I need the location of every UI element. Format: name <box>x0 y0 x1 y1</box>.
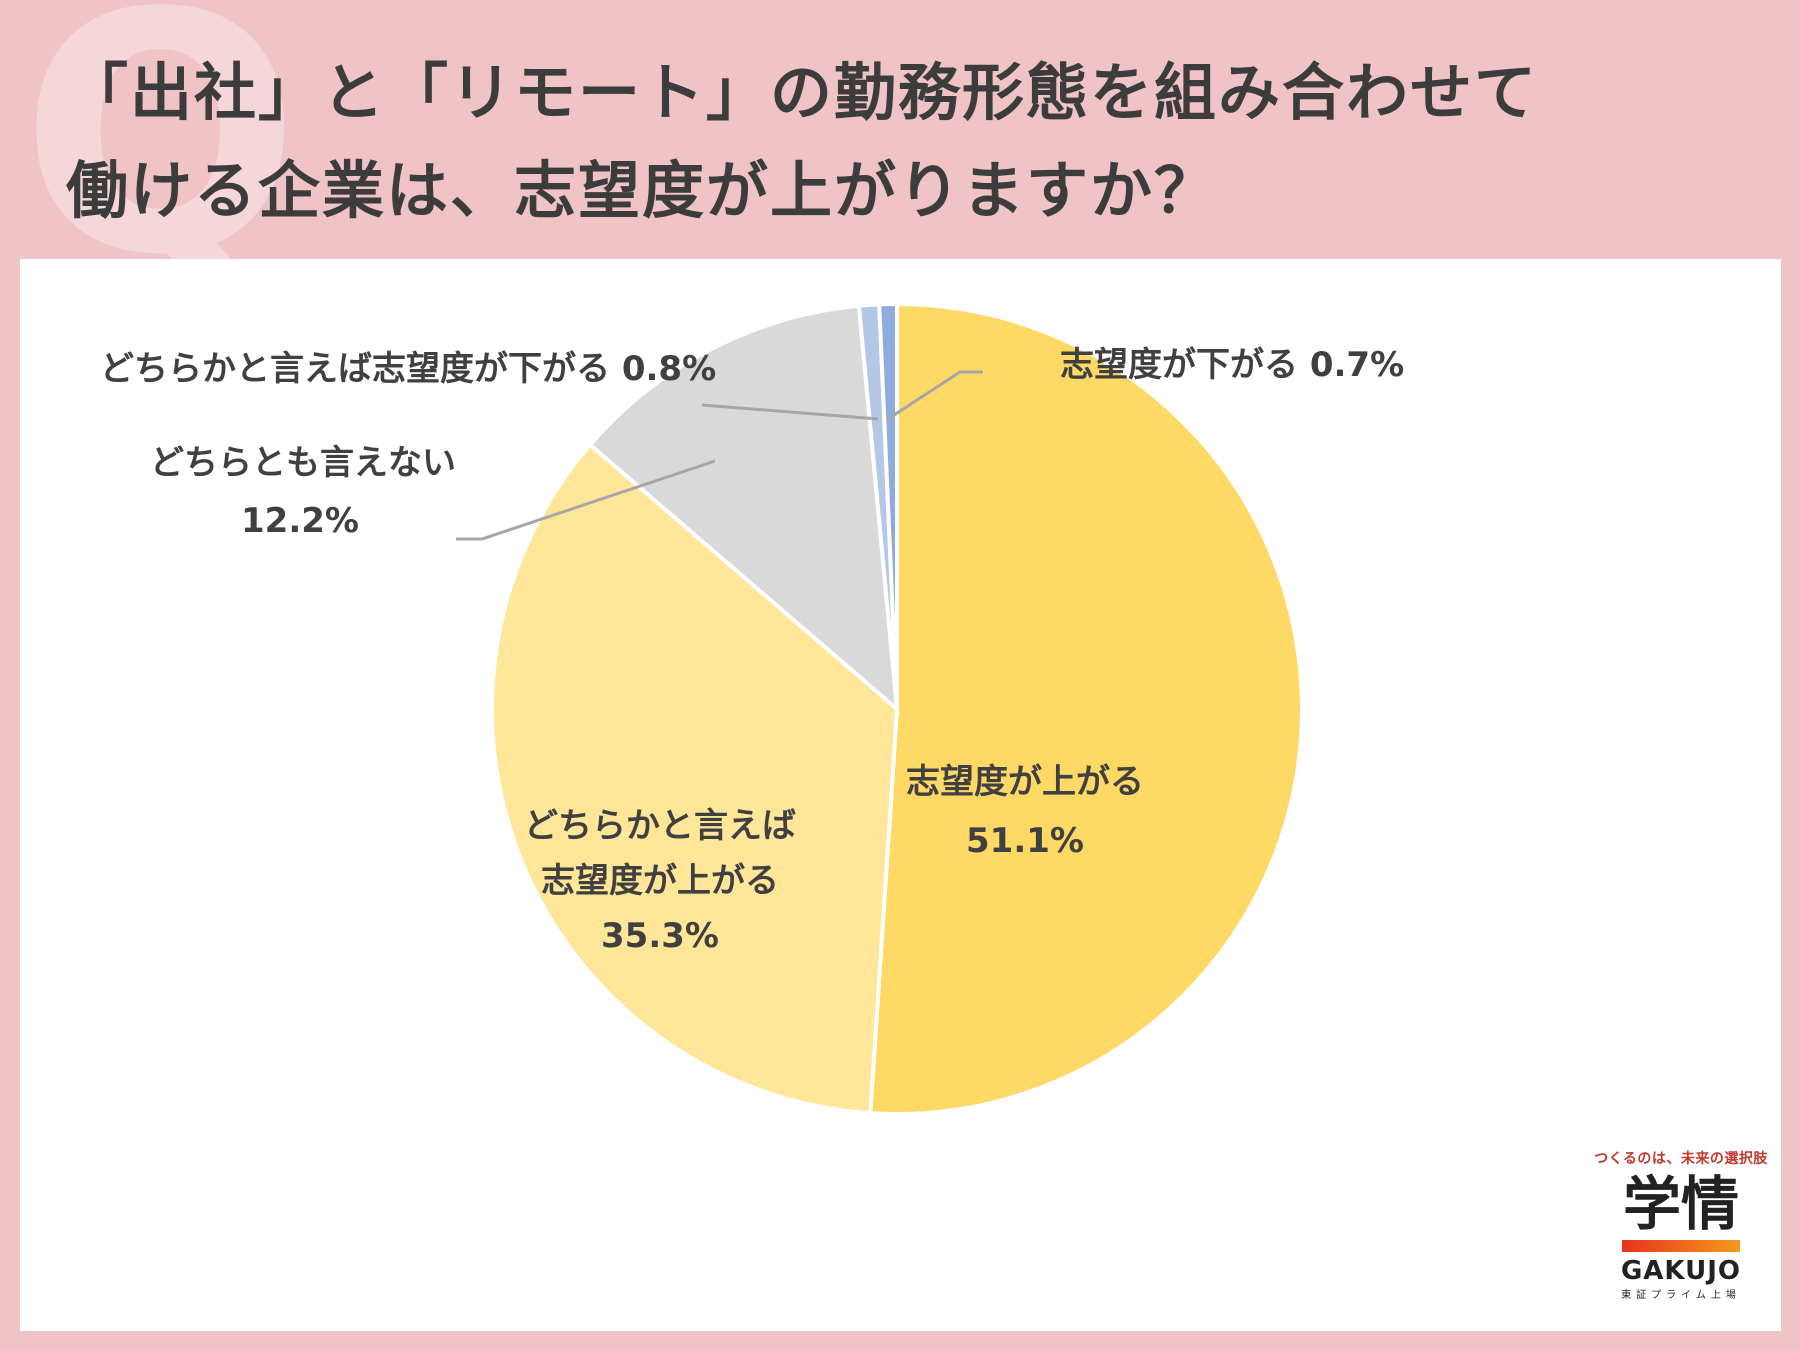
title-line-1: 「出社」と「リモート」の勤務形態を組み合わせて <box>66 56 1539 129</box>
logo-kanji: 学情 <box>1622 1170 1739 1238</box>
label-slice-dochiraka-sagaru-text: どちらかと言えば志望度が下がる <box>100 349 610 389</box>
chart-card: 志望度が上がる 51.1% どちらかと言えば 志望度が上がる 35.3% どちら… <box>20 259 1781 1331</box>
label-slice-agaru: 志望度が上がる 51.1% <box>875 754 1175 861</box>
label-slice-dochiraka-sagaru-value: 0.8% <box>621 349 717 389</box>
label-slice-dochiraka-agaru-text2: 志望度が上がる <box>541 861 779 901</box>
logo-name: GAKUJO <box>1620 1256 1742 1286</box>
label-slice-agaru-text: 志望度が上がる <box>906 762 1144 802</box>
gakujo-logo: つくるのは、未来の選択肢 学情 GAKUJO 東証プライム上場 <box>1581 1148 1781 1301</box>
label-slice-sagaru: 志望度が下がる 0.7% <box>1060 337 1404 386</box>
label-slice-dochiraka-sagaru: どちらかと言えば志望度が下がる 0.8% <box>100 341 716 390</box>
page-title: 「出社」と「リモート」の勤務形態を組み合わせて 働ける企業は、志望度が上がります… <box>66 44 1756 240</box>
label-slice-dochiraka-agaru-text1: どちらかと言えば <box>524 806 796 846</box>
label-slice-sagaru-text: 志望度が下がる <box>1060 345 1298 385</box>
title-line-2: 働ける企業は、志望度が上がりますか？ <box>66 154 1219 227</box>
leader-line-dochiraka-sagaru <box>701 403 879 421</box>
leader-line-dochiratomo <box>456 459 716 541</box>
pie-slice-dochiraka-agaru <box>490 441 900 1116</box>
logo-bar <box>1622 1240 1740 1252</box>
label-slice-sagaru-value: 0.7% <box>1309 345 1405 385</box>
pie-slice-sagaru <box>877 301 899 710</box>
decorative-q-letter: Q <box>20 0 301 327</box>
label-slice-agaru-value: 51.1% <box>966 821 1084 861</box>
pie-slice-agaru <box>868 301 1304 1116</box>
label-slice-dochiraka-agaru: どちらかと言えば 志望度が上がる 35.3% <box>510 799 810 964</box>
pie-slice-dochiratomo <box>587 303 900 714</box>
logo-sub: 東証プライム上場 <box>1621 1290 1741 1301</box>
label-slice-dochiratomo-value: 12.2% <box>241 501 359 541</box>
leader-line-sagaru <box>887 370 983 421</box>
label-slice-dochiraka-agaru-value: 35.3% <box>601 916 719 956</box>
label-slice-dochiratomo-text: どちらとも言えない <box>150 443 456 483</box>
logo-tagline: つくるのは、未来の選択肢 <box>1594 1151 1768 1167</box>
label-slice-dochiratomo: どちらとも言えない 12.2% <box>150 434 456 550</box>
pie-chart <box>456 301 1304 1116</box>
